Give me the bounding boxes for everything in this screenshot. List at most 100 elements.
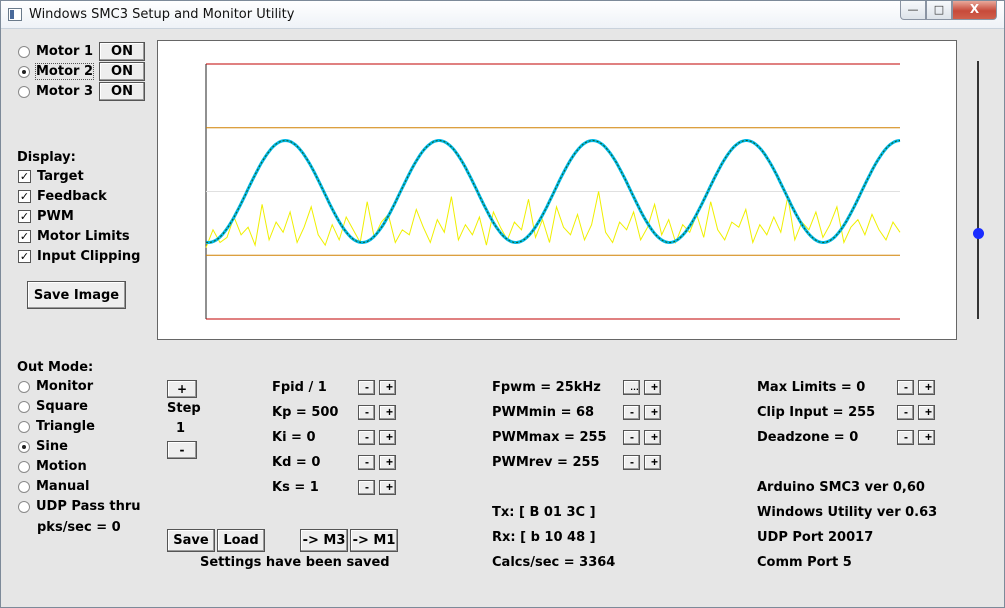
max-limits-plus-button[interactable]: +	[918, 380, 935, 395]
clip-input-minus-button[interactable]: -	[897, 405, 914, 420]
fpid-plus-button[interactable]: +	[379, 380, 396, 395]
load-settings-button[interactable]: Load	[217, 529, 265, 552]
kp-minus-button[interactable]: -	[358, 405, 375, 420]
motor-3-on-button[interactable]: ON	[99, 82, 145, 101]
deadzone-minus-button[interactable]: -	[897, 430, 914, 445]
input-clipping-label: Input Clipping	[37, 249, 141, 264]
feedback-series-line	[205, 139, 901, 244]
pwm-label: PWM	[37, 209, 74, 224]
motor-3-radio[interactable]	[18, 86, 30, 98]
pwmrev-minus-button[interactable]: -	[623, 455, 640, 470]
minimize-button[interactable]: —	[900, 1, 926, 20]
fpid-label: Fpid / 1	[272, 380, 327, 395]
ks-label: Ks = 1	[272, 480, 319, 495]
motor-2-on-button[interactable]: ON	[99, 62, 145, 81]
motor-1-on-button[interactable]: ON	[99, 42, 145, 61]
utility-version: Windows Utility ver 0.63	[757, 505, 938, 520]
clip-input-plus-button[interactable]: +	[918, 405, 935, 420]
arduino-version: Arduino SMC3 ver 0,60	[757, 480, 925, 495]
pwmrev-label: PWMrev = 255	[492, 455, 600, 470]
kp-plus-button[interactable]: +	[379, 405, 396, 420]
pwmmin-plus-button[interactable]: +	[644, 405, 661, 420]
monitor-radio[interactable]	[18, 381, 30, 393]
vertical-slider-track[interactable]	[977, 61, 979, 319]
waveform-plot	[157, 40, 957, 340]
rx-readout: Rx: [ b 10 48 ]	[492, 530, 596, 545]
fpwm-label: Fpwm = 25kHz	[492, 380, 601, 395]
ki-label: Ki = 0	[272, 430, 316, 445]
motor-2-radio[interactable]	[18, 66, 30, 78]
max-limits-label: Max Limits = 0	[757, 380, 866, 395]
triangle-label: Triangle	[36, 419, 95, 434]
step-value: 1	[176, 421, 186, 436]
display-heading: Display:	[17, 150, 76, 165]
target-checkbox[interactable]: ✓	[18, 170, 31, 183]
kd-label: Kd = 0	[272, 455, 321, 470]
pwmrev-plus-button[interactable]: +	[644, 455, 661, 470]
udp-pass-thru-radio[interactable]	[18, 501, 30, 513]
target-label: Target	[37, 169, 84, 184]
deadzone-label: Deadzone = 0	[757, 430, 859, 445]
step-plus-button[interactable]: +	[167, 380, 197, 398]
tx-readout: Tx: [ B 01 3C ]	[492, 505, 596, 520]
ki-plus-button[interactable]: +	[379, 430, 396, 445]
maximize-button[interactable]: □	[926, 1, 952, 20]
close-button[interactable]: X	[952, 1, 997, 20]
motor-limits-label: Motor Limits	[37, 229, 130, 244]
ks-plus-button[interactable]: +	[379, 480, 396, 495]
clip-input-label: Clip Input = 255	[757, 405, 876, 420]
input-clipping-checkbox[interactable]: ✓	[18, 250, 31, 263]
vertical-slider-thumb[interactable]	[973, 228, 984, 239]
manual-radio[interactable]	[18, 481, 30, 493]
pwmmax-minus-button[interactable]: -	[623, 430, 640, 445]
motor-limits-checkbox[interactable]: ✓	[18, 230, 31, 243]
feedback-label: Feedback	[37, 189, 107, 204]
motion-radio[interactable]	[18, 461, 30, 473]
max-limits-minus-button[interactable]: -	[897, 380, 914, 395]
kd-minus-button[interactable]: -	[358, 455, 375, 470]
pwm-series-line	[205, 191, 901, 248]
pwm-checkbox[interactable]: ✓	[18, 210, 31, 223]
monitor-label: Monitor	[36, 379, 94, 394]
fpwm-plus-button[interactable]: +	[644, 380, 661, 395]
fpwm-minus-button[interactable]: …	[623, 380, 640, 395]
pwmmin-label: PWMmin = 68	[492, 405, 595, 420]
step-minus-button[interactable]: -	[167, 441, 197, 459]
kd-plus-button[interactable]: +	[379, 455, 396, 470]
calcs-readout: Calcs/sec = 3364	[492, 555, 616, 570]
square-label: Square	[36, 399, 88, 414]
manual-label: Manual	[36, 479, 90, 494]
out-mode-heading: Out Mode:	[17, 360, 94, 375]
step-label: Step	[167, 401, 201, 416]
window-title: Windows SMC3 Setup and Monitor Utility	[29, 7, 295, 22]
triangle-radio[interactable]	[18, 421, 30, 433]
ks-minus-button[interactable]: -	[358, 480, 375, 495]
motor-3-label: Motor 3	[36, 84, 93, 99]
motor-2-label: Motor 2	[35, 63, 94, 80]
app-icon[interactable]	[8, 8, 22, 21]
fpid-minus-button[interactable]: -	[358, 380, 375, 395]
udp-port: UDP Port 20017	[757, 530, 874, 545]
copy-to-m1-button[interactable]: -> M1	[350, 529, 398, 552]
sine-radio[interactable]	[18, 441, 30, 453]
motion-label: Motion	[36, 459, 87, 474]
deadzone-plus-button[interactable]: +	[918, 430, 935, 445]
ki-minus-button[interactable]: -	[358, 430, 375, 445]
pwmmax-label: PWMmax = 255	[492, 430, 607, 445]
comm-port: Comm Port 5	[757, 555, 852, 570]
pwmmax-plus-button[interactable]: +	[644, 430, 661, 445]
udp-pass-thru-label: UDP Pass thru	[36, 499, 141, 514]
sine-label: Sine	[36, 439, 68, 454]
waveform-svg	[205, 63, 901, 320]
pks-sec-readout: pks/sec = 0	[37, 520, 121, 535]
save-settings-button[interactable]: Save	[167, 529, 215, 552]
square-radio[interactable]	[18, 401, 30, 413]
title-bar[interactable]: Windows SMC3 Setup and Monitor Utility —…	[1, 1, 1004, 29]
copy-to-m3-button[interactable]: -> M3	[300, 529, 348, 552]
kp-label: Kp = 500	[272, 405, 339, 420]
pwmmin-minus-button[interactable]: -	[623, 405, 640, 420]
save-image-button[interactable]: Save Image	[27, 281, 126, 309]
motor-1-radio[interactable]	[18, 46, 30, 58]
feedback-checkbox[interactable]: ✓	[18, 190, 31, 203]
